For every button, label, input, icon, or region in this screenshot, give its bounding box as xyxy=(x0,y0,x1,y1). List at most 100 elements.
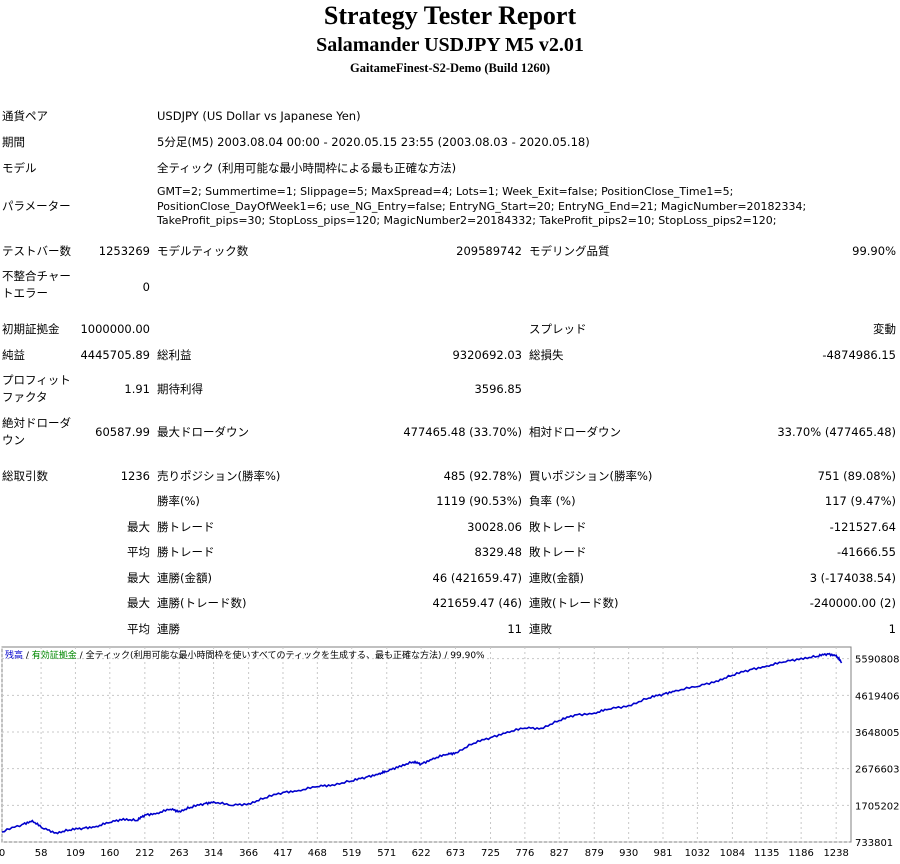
gross-loss-value: -4874986.15 xyxy=(822,348,896,362)
cons-loss-value: -240000.00 (2) xyxy=(809,596,896,610)
period-label: 期間 xyxy=(2,135,25,149)
legend-quality: 99.90% xyxy=(450,651,485,661)
avg-cons-wins-label: 連勝 xyxy=(157,622,180,636)
rel-dd-value: 33.70% (477465.48) xyxy=(777,425,896,439)
symbol-value: USDJPY (US Dollar vs Japanese Yen) xyxy=(157,109,361,123)
x-tick-label: 725 xyxy=(481,848,500,859)
report-title: Strategy Tester Report xyxy=(323,1,577,30)
y-tick-label: 2676603 xyxy=(855,765,900,776)
avg-cons-wins-value: 11 xyxy=(507,622,522,636)
x-tick-label: 417 xyxy=(273,848,292,859)
chart-frame xyxy=(1,646,852,843)
pf-value: 1.91 xyxy=(124,382,150,396)
largest-win-value: 30028.06 xyxy=(467,520,522,534)
gross-profit-label: 総利益 xyxy=(157,348,192,362)
balance-chart-svg: 733801 1705202 2676603 3648005 4619406 559080… xyxy=(0,646,900,859)
avg-loss-value: -41666.55 xyxy=(836,545,896,559)
cons-losses-label: 連敗(金額) xyxy=(529,571,584,585)
x-tick-label: 212 xyxy=(135,848,154,859)
win-rate-label: 勝率(%) xyxy=(157,494,200,508)
quality-label: モデリング品質 xyxy=(529,244,610,258)
x-tick-label: 109 xyxy=(66,848,85,859)
abs-dd-value: 60587.99 xyxy=(95,425,150,439)
x-tick-label: 519 xyxy=(342,848,361,859)
deposit-value: 1000000.00 xyxy=(80,322,150,336)
x-tick-label: 879 xyxy=(585,848,604,859)
gross-profit-value: 9320692.03 xyxy=(452,348,522,362)
x-tick-label: 0 xyxy=(0,848,5,859)
payoff-label: 期待利得 xyxy=(157,382,203,396)
avg-loss-label: 敗トレード xyxy=(529,545,587,559)
ticks-value: 209589742 xyxy=(456,244,522,258)
cons-losses-value: 3 (-174038.54) xyxy=(809,571,896,585)
x-tick-label: 1084 xyxy=(720,848,745,859)
legend-sep-2: / xyxy=(76,651,86,661)
max-label-2: 最大 xyxy=(127,571,150,585)
avg-win-value: 8329.48 xyxy=(474,545,522,559)
cons-profit-value: 421659.47 (46) xyxy=(432,596,522,610)
mismatch-value: 0 xyxy=(142,280,150,294)
symbol-label: 通貨ペア xyxy=(2,109,48,123)
long-value: 751 (89.08%) xyxy=(817,469,896,483)
x-tick-label: 571 xyxy=(377,848,396,859)
server-name: GaitameFinest-S2-Demo (Build 1260) xyxy=(350,61,550,75)
largest-win-label: 勝トレード xyxy=(157,520,215,534)
x-tick-label: 981 xyxy=(653,848,672,859)
x-tick-label: 160 xyxy=(100,848,119,859)
largest-loss-label: 敗トレード xyxy=(529,520,587,534)
params-label: パラメーター xyxy=(2,199,71,213)
x-tick-label: 1238 xyxy=(823,848,848,859)
trades-label: 総取引数 xyxy=(2,469,48,483)
ticks-label: モデルティック数 xyxy=(157,244,249,258)
y-tick-label: 5590808 xyxy=(855,655,900,666)
pf-label: プロフィットファクタ xyxy=(2,373,71,404)
y-tick-label: 3648005 xyxy=(855,728,900,739)
x-tick-label: 263 xyxy=(170,848,189,859)
x-tick-label: 622 xyxy=(412,848,431,859)
trades-value: 1236 xyxy=(120,469,150,483)
legend-balance: 残高 xyxy=(5,651,24,661)
avg-win-label: 勝トレード xyxy=(157,545,215,559)
spread-label: スプレッド xyxy=(529,322,587,336)
x-tick-label: 366 xyxy=(239,848,258,859)
x-tick-label: 1186 xyxy=(788,848,813,859)
quality-value: 99.90% xyxy=(852,244,896,258)
model-value: 全ティック (利用可能な最小時間枠による最も正確な方法) xyxy=(157,161,457,175)
net-label: 純益 xyxy=(2,348,25,362)
x-tick-label: 673 xyxy=(446,848,465,859)
bars-value: 1253269 xyxy=(98,244,150,258)
chart-legend: 残高 / 有効証拠金 / 全ティック(利用可能な最小時間枠を使いすべてのティック… xyxy=(5,648,485,661)
loss-rate-label: 負率 (%) xyxy=(529,494,576,508)
cons-profit-label: 連勝(トレード数) xyxy=(157,596,247,610)
legend-sep-3: / xyxy=(441,651,451,661)
max-label-1: 最大 xyxy=(127,520,150,534)
rel-dd-label: 相対ドローダウン xyxy=(529,425,621,439)
largest-loss-value: -121527.64 xyxy=(829,520,896,534)
x-tick-label: 314 xyxy=(204,848,223,859)
avg-cons-losses-label: 連敗 xyxy=(529,622,552,636)
abs-dd-label: 絶対ドローダウン xyxy=(2,416,71,447)
period-value: 5分足(M5) 2003.08.04 00:00 - 2020.05.15 23… xyxy=(157,135,590,149)
x-tick-label: 776 xyxy=(515,848,534,859)
params-value: GMT=2; Summertime=1; Slippage=5; MaxSpre… xyxy=(157,185,807,227)
short-value: 485 (92.78%) xyxy=(443,469,522,483)
max-dd-value: 477465.48 (33.70%) xyxy=(403,425,522,439)
balance-chart: 733801 1705202 2676603 3648005 4619406 559080… xyxy=(0,645,900,864)
cons-loss-label: 連敗(トレード数) xyxy=(529,596,619,610)
net-value: 4445705.89 xyxy=(80,348,150,362)
expert-name: Salamander USDJPY M5 v2.01 xyxy=(316,34,584,56)
x-tick-label: 930 xyxy=(619,848,638,859)
avg-cons-losses-value: 1 xyxy=(888,622,896,636)
bars-label: テストバー数 xyxy=(2,244,71,258)
avg-label-1: 平均 xyxy=(127,545,150,559)
payoff-value: 3596.85 xyxy=(474,382,522,396)
legend-sep-1: / xyxy=(23,651,32,661)
x-tick-label: 1135 xyxy=(754,848,779,859)
balance-line xyxy=(1,652,843,835)
x-tick-label: 58 xyxy=(35,848,48,859)
cons-wins-label: 連勝(金額) xyxy=(157,571,212,585)
cons-wins-value: 46 (421659.47) xyxy=(432,571,522,585)
y-tick-label: 1705202 xyxy=(855,801,900,812)
max-dd-label: 最大ドローダウン xyxy=(157,425,249,439)
model-label: モデル xyxy=(2,161,37,175)
